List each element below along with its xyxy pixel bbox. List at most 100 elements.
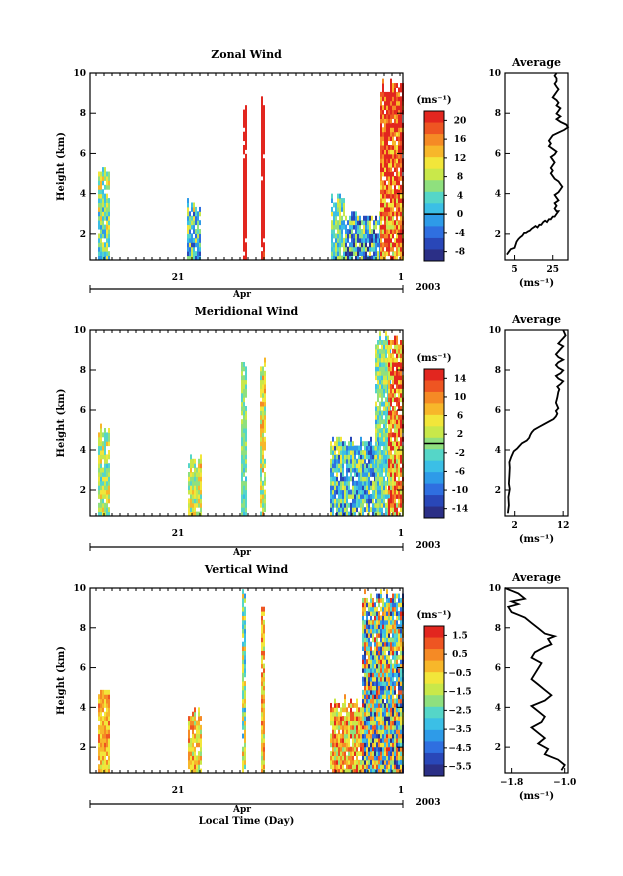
heatmap-cell: [375, 467, 377, 473]
heatmap-cell: [382, 624, 384, 630]
heatmap-cell: [338, 737, 340, 743]
heatmap-cell: [368, 685, 370, 691]
heatmap-cell: [398, 233, 400, 239]
heatmap-cell: [200, 485, 202, 491]
heatmap-cell: [264, 357, 266, 363]
heatmap-cell: [373, 224, 375, 230]
heatmap-cell: [241, 379, 243, 385]
heatmap-cell: [368, 606, 370, 612]
heatmap-cell: [341, 215, 343, 221]
heatmap-cell: [108, 707, 110, 713]
heatmap-cell: [380, 637, 382, 643]
heatmap-cell: [394, 414, 396, 420]
heatmap-cell: [392, 406, 394, 411]
heatmap-cell: [388, 733, 390, 739]
heatmap-cell: [370, 450, 372, 455]
heatmap-cell: [388, 184, 390, 190]
heatmap-cell: [262, 384, 264, 389]
heatmap-cell: [388, 149, 390, 155]
heatmap-cell: [100, 463, 102, 469]
heatmap-cell: [368, 759, 370, 765]
heatmap-cell: [354, 494, 356, 499]
heatmap-cell: [264, 392, 266, 398]
heatmap-cell: [106, 436, 108, 442]
heatmap-cell: [360, 737, 362, 743]
heatmap-cell: [386, 246, 388, 252]
heatmap-cell: [261, 118, 263, 124]
heatmap-cell: [352, 759, 354, 765]
heatmap-cell: [388, 233, 390, 239]
heatmap-cell: [243, 224, 245, 230]
heatmap-cell: [374, 611, 376, 616]
heatmap-cell: [380, 237, 382, 243]
heatmap-cell: [364, 729, 366, 735]
heatmap-cell: [400, 602, 402, 608]
heatmap-cell: [386, 724, 388, 730]
heatmap-cell: [260, 441, 262, 447]
heatmap-cell: [377, 388, 379, 394]
heatmap-cell: [388, 606, 390, 612]
heatmap-cell: [374, 641, 376, 647]
heatmap-cell: [379, 410, 381, 416]
heatmap-cell: [394, 685, 396, 691]
heatmap-cell: [342, 751, 344, 756]
heatmap-cell: [263, 211, 265, 217]
average-title: Average: [511, 571, 561, 584]
heatmap-cell: [102, 193, 104, 199]
heatmap-cell: [383, 494, 385, 499]
heatmap-cell: [244, 659, 246, 665]
heatmap-cell: [342, 489, 344, 495]
heatmap-cell: [348, 511, 350, 517]
heatmap-cell: [336, 480, 338, 486]
heatmap-cell: [245, 441, 247, 447]
heatmap-cell: [358, 742, 360, 748]
heatmap-cell: [398, 698, 400, 704]
heatmap-cell: [108, 450, 110, 455]
heatmap-cell: [378, 707, 380, 713]
heatmap-cell: [366, 663, 368, 669]
heatmap-cell: [190, 742, 192, 748]
heatmap-cell: [400, 450, 402, 455]
heatmap-cell: [372, 768, 374, 774]
heatmap-cell: [370, 676, 372, 682]
heatmap-cell: [392, 233, 394, 239]
colorbar-segment: [424, 168, 444, 181]
heatmap-cell: [100, 428, 102, 433]
heatmap-cell: [352, 702, 354, 708]
heatmap-cell: [396, 127, 398, 133]
heatmap-cell: [398, 353, 400, 359]
colorbar-segment: [424, 237, 444, 250]
heatmap-cell: [200, 507, 202, 513]
heatmap-cell: [380, 768, 382, 774]
heatmap-cell: [192, 724, 194, 730]
heatmap-cell: [351, 233, 353, 239]
heatmap-cell: [377, 406, 379, 411]
heatmap-cell: [260, 406, 262, 411]
heatmap-cell: [200, 454, 202, 460]
heatmap-cell: [243, 388, 245, 394]
heatmap-cell: [245, 379, 247, 385]
heatmap-cell: [242, 711, 244, 717]
heatmap-cell: [378, 737, 380, 743]
heatmap-cell: [370, 716, 372, 721]
heatmap-cell: [263, 667, 265, 673]
heatmap-cell: [261, 698, 263, 704]
heatmap-cell: [340, 489, 342, 495]
heatmap-cell: [192, 494, 194, 499]
heatmap-cell: [104, 702, 106, 708]
heatmap-cell: [396, 149, 398, 155]
heatmap-cell: [330, 480, 332, 486]
colorbar-tick-label: -14: [452, 505, 468, 515]
heatmap-cell: [245, 458, 247, 464]
heatmap-cell: [350, 698, 352, 704]
heatmap-cell: [394, 158, 396, 164]
heatmap-cell: [382, 229, 384, 234]
heatmap-cell: [242, 707, 244, 713]
heatmap-cell: [338, 724, 340, 730]
heatmap-cell: [375, 401, 377, 407]
average-y-tick-label: 8: [495, 366, 501, 376]
heatmap-cell: [350, 467, 352, 473]
heatmap-cell: [368, 663, 370, 669]
heatmap-cell: [382, 755, 384, 761]
heatmap-cell: [100, 441, 102, 447]
